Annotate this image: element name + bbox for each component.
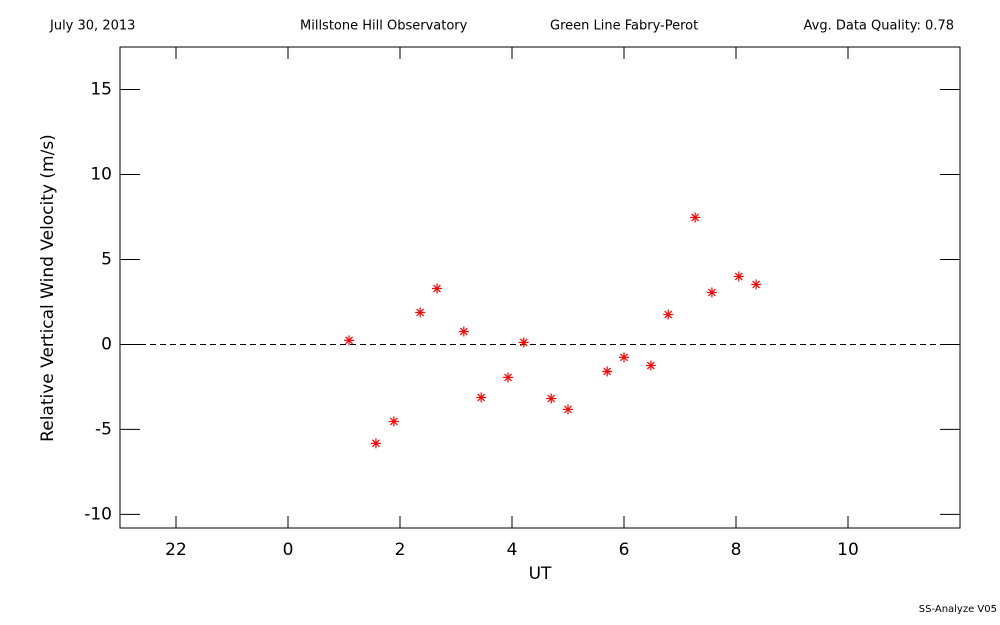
point-stroke bbox=[345, 336, 353, 345]
date: July 30, 2013 bbox=[49, 19, 135, 34]
x-tick-label: 4 bbox=[507, 540, 518, 560]
y-tick-label: -5 bbox=[95, 419, 112, 439]
point-stroke bbox=[547, 394, 556, 403]
y-tick-label: 0 bbox=[101, 334, 112, 354]
point-stroke bbox=[691, 213, 700, 222]
y-tick-label: 15 bbox=[90, 79, 112, 99]
point-stroke bbox=[752, 280, 761, 289]
x-tick-label: 6 bbox=[619, 540, 630, 560]
point bbox=[751, 279, 762, 290]
point bbox=[690, 212, 701, 223]
point bbox=[388, 416, 399, 427]
point bbox=[706, 287, 717, 298]
point-stroke bbox=[519, 338, 528, 347]
point-stroke bbox=[734, 272, 743, 281]
quality: Avg. Data Quality: 0.78 bbox=[804, 19, 954, 34]
point bbox=[370, 438, 381, 449]
point-stroke bbox=[564, 405, 572, 414]
point-stroke bbox=[416, 308, 425, 317]
point bbox=[503, 372, 514, 383]
point-stroke bbox=[504, 373, 513, 382]
site: Millstone Hill Observatory bbox=[300, 19, 468, 34]
x-tick-label: 2 bbox=[395, 540, 406, 560]
x-tick-label: 0 bbox=[283, 540, 294, 560]
footer: SS-Analyze V05 bbox=[919, 604, 997, 615]
x-axis-label: UT bbox=[529, 564, 552, 584]
point bbox=[518, 337, 529, 348]
point bbox=[619, 352, 629, 363]
point bbox=[733, 271, 744, 282]
y-tick-label: -10 bbox=[84, 504, 112, 524]
y-tick-label: 5 bbox=[101, 249, 112, 269]
point-stroke bbox=[603, 367, 612, 376]
point-stroke bbox=[371, 439, 380, 448]
x-tick-label: 22 bbox=[165, 540, 187, 560]
point-stroke bbox=[620, 353, 628, 362]
point-stroke bbox=[664, 310, 673, 319]
point bbox=[476, 392, 487, 403]
point bbox=[602, 366, 613, 377]
point-stroke bbox=[389, 417, 398, 426]
y-axis-label: Relative Vertical Wind Velocity (m/s) bbox=[38, 134, 58, 442]
point-stroke bbox=[433, 284, 441, 293]
point-stroke bbox=[646, 361, 655, 370]
x-tick-label: 10 bbox=[837, 540, 859, 560]
plot-frame bbox=[119, 46, 961, 529]
point bbox=[663, 309, 674, 320]
point-stroke bbox=[459, 327, 468, 336]
instrument: Green Line Fabry-Perot bbox=[550, 19, 698, 34]
point-stroke bbox=[477, 393, 486, 402]
point bbox=[344, 335, 355, 346]
point bbox=[458, 326, 469, 337]
point bbox=[415, 307, 426, 318]
point bbox=[645, 360, 656, 371]
point bbox=[431, 283, 442, 294]
point bbox=[563, 404, 573, 415]
point bbox=[546, 393, 557, 404]
y-tick-label: 10 bbox=[90, 164, 112, 184]
point-stroke bbox=[707, 288, 716, 297]
x-tick-label: 8 bbox=[731, 540, 742, 560]
